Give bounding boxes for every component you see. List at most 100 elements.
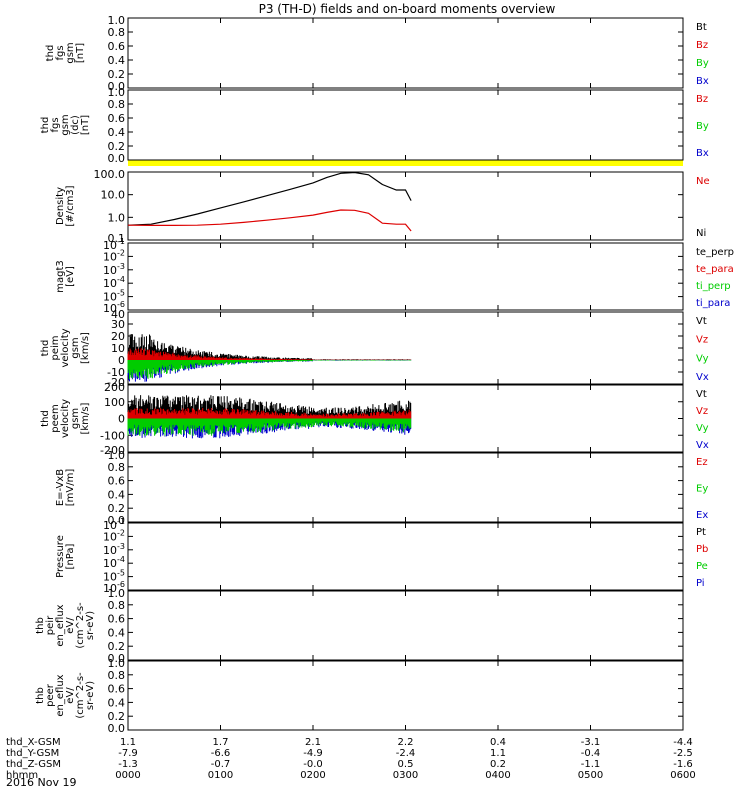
legend-Ey: Ey (696, 484, 708, 495)
x-axis-value: 1.7 (213, 737, 229, 748)
y-tick-label: 0.6 (108, 683, 126, 696)
y-tick-label: 0.4 (108, 488, 126, 501)
y-axis-label: eV/ (65, 617, 76, 634)
legend-ti_para: ti_para (696, 298, 730, 309)
x-axis-value: -2.5 (673, 748, 693, 759)
date-label: 2016 Nov 19 (6, 776, 76, 789)
x-axis-value: -1.3 (118, 759, 138, 770)
legend-Vx: Vx (696, 440, 709, 451)
y-tick-label: 10-3 (103, 262, 125, 277)
y-tick-label: -100 (100, 429, 125, 442)
y-tick-label: 10 (111, 342, 125, 355)
y-tick-label: 0.2 (108, 140, 126, 153)
panel-frame (127, 590, 684, 661)
legend-te_perp: te_perp (696, 247, 734, 258)
y-tick-label: 100.0 (94, 168, 126, 181)
x-axis-value: -0.4 (581, 748, 601, 759)
y-axis-label: gsm (70, 337, 81, 358)
y-axis-label: [km/s] (80, 332, 91, 364)
y-axis-label: thd (40, 117, 51, 134)
y-tick-label: 0.6 (108, 613, 126, 626)
y-tick-label: 20 (111, 330, 125, 343)
y-axis-label: gsm (60, 114, 71, 135)
y-tick-label: 0.0 (108, 152, 126, 165)
y-axis-label: Pressure (55, 535, 66, 578)
y-tick-label: 1.0 (108, 14, 126, 27)
y-tick-label: 0.8 (108, 98, 126, 111)
legend-Pb: Pb (696, 544, 708, 555)
panel-peer_enflux: 1.00.80.60.40.20.0 thb peer en_eflux eV/(cm^… (35, 657, 684, 735)
chart-title: P3 (TH-D) fields and on-board moments ov… (259, 2, 556, 16)
y-tick-label: 0.8 (108, 461, 126, 474)
y-axis-label: gsm (65, 42, 76, 63)
y-axis-label: velocity (60, 328, 71, 367)
y-axis-label: [nT] (75, 43, 86, 63)
legend-Ex: Ex (696, 510, 708, 521)
y-tick-label: 0.2 (108, 640, 126, 653)
y-tick-label: 1.0 (108, 587, 126, 600)
legend-Bx: Bx (696, 148, 709, 159)
panel-pressure: 10-110-210-310-410-510-6 Pressure [nPa] Pt P… (55, 517, 708, 595)
x-axis-value: 0300 (393, 770, 418, 781)
legend-By: By (696, 58, 709, 69)
y-tick-label: 0.2 (108, 68, 126, 81)
x-axis-value: -2.4 (396, 748, 416, 759)
panel-frame (127, 242, 684, 311)
y-axis-label: thd (40, 410, 51, 427)
y-axis-label: (dc) (70, 115, 81, 135)
y-axis-label: peer (45, 683, 56, 707)
y-tick-label: 0.8 (108, 599, 126, 612)
x-axis-value: -1.1 (581, 759, 601, 770)
legend-Bx: Bx (696, 76, 709, 87)
x-axis-value: 0500 (578, 770, 603, 781)
y-axis-label: [eV] (65, 266, 76, 287)
y-axis-label: thb (35, 617, 46, 634)
y-tick-label: 40 (111, 308, 125, 321)
x-axis-value: -3.1 (581, 737, 601, 748)
y-tick-label: 0.6 (108, 475, 126, 488)
series-Vz (127, 348, 412, 360)
y-axis-label: fgs (55, 45, 66, 60)
panel-frame (127, 89, 684, 161)
y-tick-label: 30 (111, 318, 125, 331)
y-tick-label: -200 (100, 444, 125, 457)
y-tick-label: 0.4 (108, 626, 126, 639)
panel-mom_t: 10-110-210-310-410-510-6 magt3 [eV] te_perp… (55, 237, 734, 315)
legend-Vz: Vz (696, 335, 708, 346)
panel-frame (127, 660, 684, 731)
y-axis-label: en_eflux (55, 604, 66, 646)
legend-Ez: Ez (696, 457, 708, 468)
x-axis-value: 0.4 (490, 737, 506, 748)
x-axis-value: 2.2 (398, 737, 414, 748)
legend-Ni: Ni (696, 228, 706, 239)
y-axis-label: peem (50, 404, 61, 432)
panel-fgs_gsm_dc: 1.00.80.60.40.20.0 thd fgs gsm (dc) [nT] Bz By B… (40, 86, 709, 165)
y-axis-label: (cm^2-s- (75, 602, 86, 649)
y-axis-label: (cm^2-s- (75, 672, 86, 719)
y-tick-label: 10-5 (103, 569, 125, 584)
y-axis-label: eV/ (65, 687, 76, 704)
y-tick-label: 10-2 (103, 248, 125, 263)
x-axis-value: 0600 (670, 770, 695, 781)
y-axis-label: fgs (50, 117, 61, 132)
legend-Bt: Bt (696, 22, 707, 33)
x-axis-value: -4.9 (303, 748, 323, 759)
y-tick-label: 0.6 (108, 40, 126, 53)
x-axis-value: 0.5 (398, 759, 414, 770)
y-tick-label: 1.0 (108, 449, 126, 462)
legend-Bz: Bz (696, 94, 708, 105)
x-axis-value: 1.1 (490, 748, 506, 759)
y-tick-label: 10-4 (103, 275, 125, 290)
y-axis-label: [nPa] (65, 543, 76, 569)
y-axis-label: thb (35, 687, 46, 704)
panel-frame (127, 17, 684, 89)
y-tick-label: 0 (118, 413, 125, 426)
y-tick-label: 1.0 (108, 657, 126, 670)
y-tick-label: 10-2 (103, 528, 125, 543)
panel-frame (127, 171, 684, 241)
y-axis-label: sr-eV) (85, 611, 96, 640)
legend-Bz: Bz (696, 40, 708, 51)
